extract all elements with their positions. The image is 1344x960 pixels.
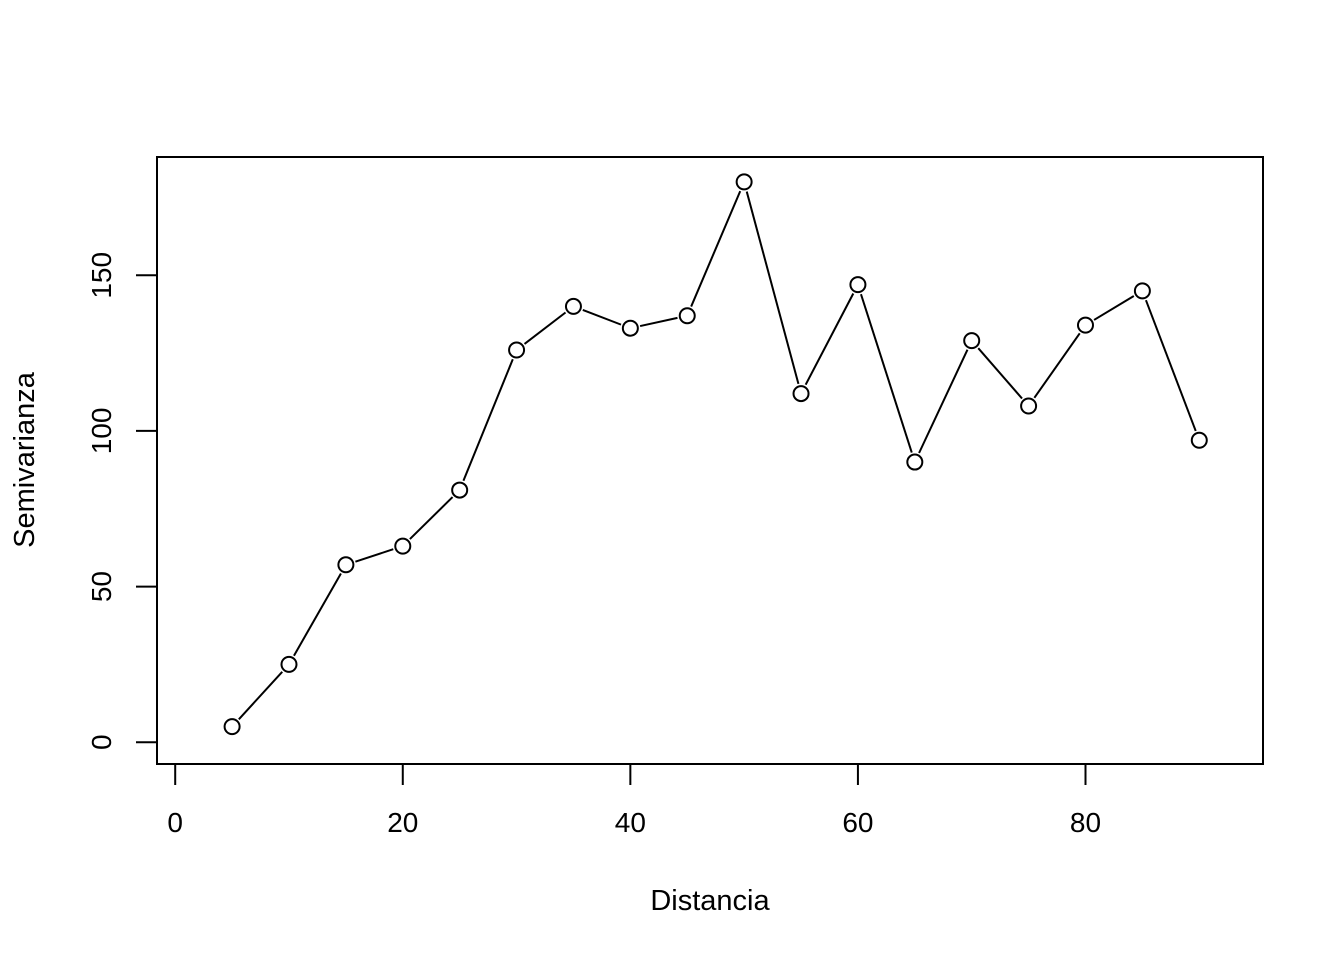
data-point [1020, 397, 1038, 415]
series-line-segment [409, 496, 454, 540]
series-line-segment [977, 347, 1023, 400]
y-tick-label: 50 [86, 571, 117, 602]
series-line-segment [293, 572, 342, 657]
y-axis-title: Semivarianza [9, 371, 41, 548]
data-point [564, 297, 582, 315]
y-tick-label: 0 [86, 734, 117, 750]
data-point [280, 655, 298, 673]
series-line-segment [745, 191, 800, 385]
series-line-segment [355, 548, 394, 563]
data-point [337, 556, 355, 574]
data-point [508, 341, 526, 359]
series-layer [223, 173, 1208, 736]
x-tick-label: 80 [1070, 807, 1101, 838]
series-line-segment [1093, 295, 1135, 321]
x-tick-label: 0 [167, 807, 183, 838]
series-line-segment [523, 311, 567, 345]
series-line-segment [1145, 299, 1197, 432]
plot-frame [156, 156, 1264, 765]
series-line-segment [690, 190, 742, 307]
data-point [451, 481, 469, 499]
data-point [394, 537, 412, 555]
series-line-segment [238, 671, 283, 720]
series-line-segment [582, 309, 622, 326]
x-tick-label: 40 [615, 807, 646, 838]
y-tick-label: 100 [86, 408, 117, 455]
series-line-segment [1033, 332, 1081, 399]
series-line-segment [639, 316, 678, 328]
y-axis: 0 50 100 150 [86, 252, 158, 750]
data-point [678, 307, 696, 325]
data-point [849, 276, 867, 294]
data-point [906, 453, 924, 471]
series-line-segment [860, 293, 913, 453]
series-line-segment [804, 293, 855, 386]
data-point [223, 718, 241, 736]
data-point [792, 385, 810, 403]
x-tick-label: 60 [842, 807, 873, 838]
data-point [963, 332, 981, 350]
data-point [621, 319, 639, 337]
series-line-segment [462, 358, 514, 482]
data-point [1190, 431, 1208, 449]
series-line-segment [918, 349, 969, 454]
data-point [1076, 316, 1094, 334]
y-tick-label: 150 [86, 252, 117, 299]
x-axis-title: Distancia [650, 885, 770, 917]
x-tick-label: 20 [387, 807, 418, 838]
x-axis: 0 20 40 60 80 [167, 763, 1101, 838]
data-point [1133, 282, 1151, 300]
data-point [735, 173, 753, 191]
